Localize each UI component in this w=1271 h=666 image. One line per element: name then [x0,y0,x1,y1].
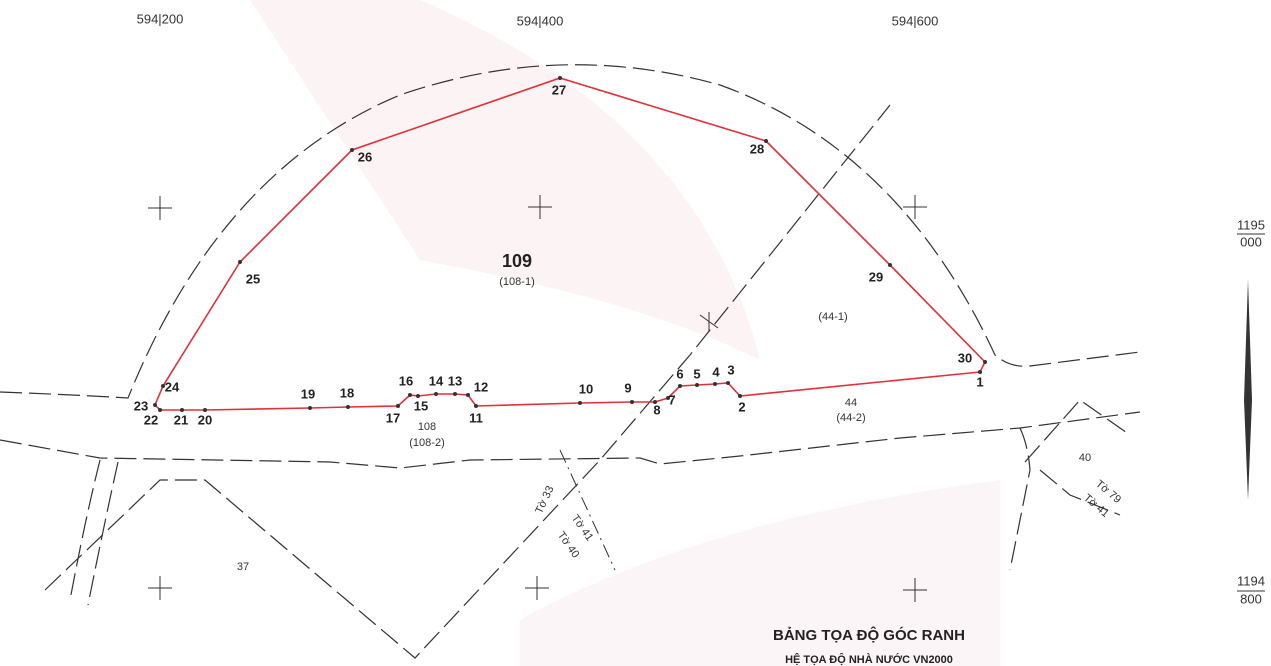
vertex [666,396,670,400]
point-label: 5 [693,366,700,381]
parcel-number: 108 [418,421,436,433]
vertex [238,260,242,264]
point-label: 26 [358,149,372,164]
point-label: 30 [958,350,972,365]
road-edge [1009,427,1031,571]
grid-label: 594|200 [137,11,184,26]
watermark [250,0,760,360]
point-label: 18 [340,385,354,400]
table-subtitle: HỆ TỌA ĐỘ NHÀ NƯỚC VN2000 [785,653,953,666]
vertex [308,406,312,410]
point-label: 9 [624,380,631,395]
point-label: 2 [738,399,745,414]
vertex [153,403,157,407]
parcel-line [44,104,891,659]
road-edge [87,461,119,606]
vertex [416,394,420,398]
grid-crosses [148,195,927,602]
point-label: 24 [165,379,180,394]
vertex [695,383,699,387]
parcel-old-number: (44-2) [836,412,865,424]
vertex [180,408,184,412]
parcel-line [1039,469,1121,516]
grid-label: 1195 [1237,217,1265,232]
parcel-number: 40 [1079,452,1091,464]
road-edge [0,411,1141,469]
vertex [978,370,982,374]
point-label: 25 [246,271,260,286]
point-label: 11 [469,410,483,425]
watermark [520,480,1000,666]
vertex [346,405,350,409]
vertex [653,400,657,404]
vertex [466,393,470,397]
grid-cross [148,195,927,602]
vertex [630,400,634,404]
vertex [558,76,562,80]
vertex [396,404,400,408]
point-label: 7 [668,392,675,407]
grid-label: 800 [1240,591,1262,606]
sheet-line [559,449,616,571]
road-edge [0,64,1141,399]
vertex [453,392,457,396]
point-label: 15 [414,398,428,413]
vertex [678,384,682,388]
point-label: 21 [174,412,188,427]
point-label: 16 [399,373,413,388]
point-label: 10 [579,381,593,396]
vertex [350,148,354,152]
vertex [408,393,412,397]
point-label: 13 [448,373,462,388]
vertex [888,263,892,267]
point-label: 12 [474,379,488,394]
point-label: 27 [552,82,566,97]
grid-label: 594|400 [517,13,564,28]
grid-label: 000 [1240,234,1262,249]
vertex [578,401,582,405]
mark [699,312,719,332]
vertex [474,404,478,408]
table-title: BẢNG TỌA ĐỘ GÓC RANH [773,626,965,644]
grid-label: 1194 [1237,573,1265,588]
vertex [983,360,987,364]
vertex [738,394,742,398]
vertex [434,392,438,396]
parcel-number: 109 [502,251,532,271]
parcel-line [1024,399,1131,463]
grid-label: 594|600 [892,13,939,28]
point-label: 28 [750,141,764,156]
point-label: 8 [653,402,660,417]
parcel-old-number: (44-1) [818,311,847,323]
vertex [726,381,730,385]
point-label: 17 [386,410,400,425]
parcel-old-number: (108-1) [499,276,534,288]
point-label: 4 [712,364,720,379]
point-label: 14 [429,373,444,388]
point-label: 3 [727,362,734,377]
point-label: 22 [144,412,158,427]
point-label: 19 [301,386,315,401]
point-label: 20 [198,412,212,427]
parcel-number: 37 [237,561,249,573]
vertex [161,384,165,388]
north-arrow [1244,280,1252,500]
point-label: 29 [869,269,883,284]
parcel-number: 44 [845,397,857,409]
point-label: 23 [134,398,148,413]
parcel-old-number: (108-2) [409,437,444,449]
vertex [764,139,768,143]
vertex [158,408,162,412]
vertex [203,408,207,412]
road-edge [69,459,101,601]
point-label: 6 [676,366,683,381]
vertex [713,382,717,386]
point-label: 1 [976,374,983,389]
